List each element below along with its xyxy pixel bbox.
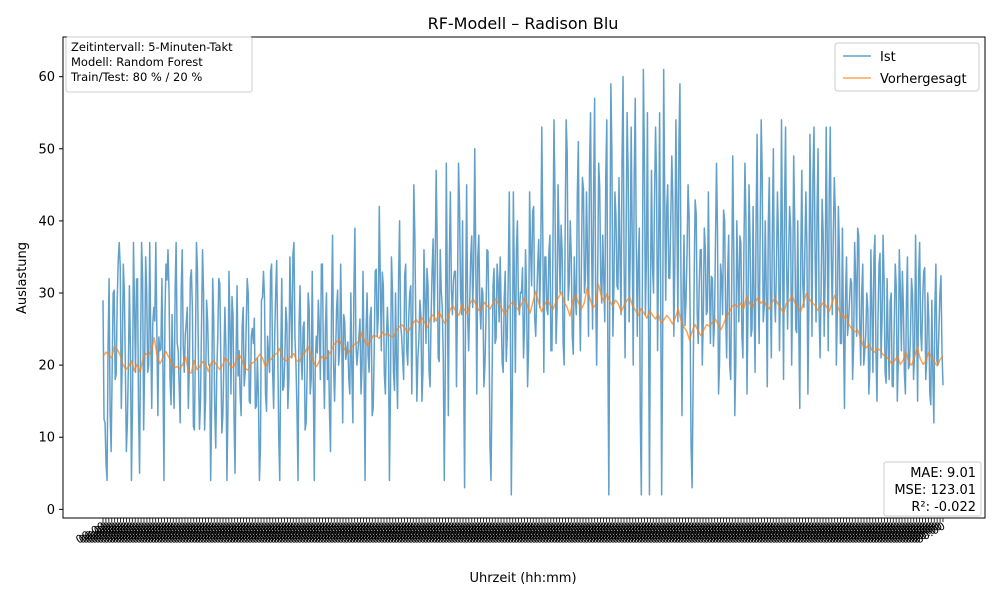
y-tick-label: 40 (38, 214, 55, 229)
y-tick-label: 50 (38, 142, 55, 157)
info-line-split: Train/Test: 80 % / 20 % (70, 70, 202, 84)
y-axis-label: Auslastung (15, 242, 30, 314)
legend-label-ist: Ist (880, 50, 896, 65)
x-axis-label: Uhrzeit (hh:mm) (469, 571, 576, 586)
y-tick-label: 10 (38, 431, 55, 446)
y-tick-label: 60 (38, 70, 55, 85)
metric-r2: R²: -0.022 (911, 500, 976, 515)
info-box: Zeitintervall: 5-Minuten-Takt Modell: Ra… (65, 36, 253, 93)
plot-frame (62, 36, 986, 519)
y-tick-label: 20 (38, 359, 55, 374)
series-ist-group (102, 68, 944, 496)
y-tick-label: 30 (38, 287, 55, 302)
metric-mae: MAE: 9.01 (910, 466, 976, 481)
chart-title: RF-Modell – Radison Blu (428, 14, 619, 33)
metrics-box-frame (883, 461, 982, 517)
series-vorhergesagt-line (102, 283, 944, 374)
info-line-interval: Zeitintervall: 5-Minuten-Takt (71, 40, 233, 54)
info-box-frame (65, 36, 253, 93)
info-line-model: Modell: Random Forest (71, 55, 203, 69)
y-tick-label: 0 (47, 503, 55, 518)
x-axis: 00:0000:0000:0000:0000:0000:0000:0000:00… (74, 518, 948, 546)
series-ist-line (102, 68, 944, 496)
y-axis: 0 10 20 30 40 50 60 (38, 70, 63, 518)
legend-label-vorhergesagt: Vorhergesagt (880, 72, 967, 87)
series-vorhergesagt-group (102, 283, 944, 374)
metric-mse: MSE: 123.01 (894, 483, 976, 498)
plot-area (62, 36, 986, 519)
legend-frame (834, 42, 980, 92)
legend: Ist Vorhergesagt (834, 42, 980, 92)
metrics-box: MAE: 9.01 MSE: 123.01 R²: -0.022 (883, 461, 982, 517)
